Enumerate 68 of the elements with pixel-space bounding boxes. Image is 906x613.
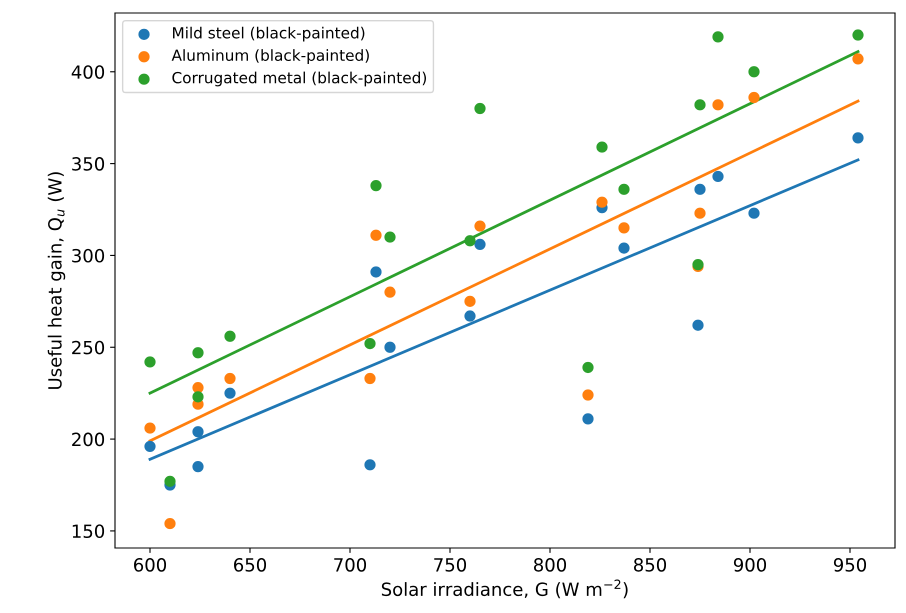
- point: [144, 440, 156, 452]
- point: [596, 196, 608, 208]
- point: [224, 330, 236, 342]
- x-tick-label: 800: [534, 558, 566, 572]
- point: [748, 92, 760, 104]
- point: [748, 208, 760, 219]
- legend-label: Aluminum (black-painted): [172, 49, 369, 64]
- y-tick-label: 250: [72, 340, 104, 354]
- point: [694, 184, 706, 195]
- point: [464, 310, 476, 322]
- y-tick-label: 400: [72, 65, 104, 79]
- point: [596, 141, 608, 153]
- point: [370, 230, 382, 241]
- x-tick-label: 700: [334, 558, 366, 572]
- point: [192, 426, 204, 438]
- y-tick-label: 300: [72, 248, 104, 263]
- point: [164, 518, 176, 530]
- y-tick-label: 150: [72, 524, 104, 538]
- legend-label: Corrugated metal (black-painted): [172, 72, 426, 86]
- point: [164, 476, 176, 487]
- point: [474, 238, 486, 250]
- point: [694, 208, 706, 219]
- point: [692, 320, 704, 331]
- point: [852, 132, 864, 144]
- point: [384, 342, 396, 353]
- legend-label: Mild steel (black-painted): [173, 26, 364, 42]
- point: [384, 231, 396, 243]
- point: [384, 286, 396, 298]
- point: [464, 296, 476, 307]
- point: [224, 388, 236, 399]
- point: [582, 413, 594, 424]
- x-tick-label: 600: [134, 558, 166, 572]
- x-axis-title: Solar irradiance, G (W m$^{−2}$): [382, 580, 628, 598]
- point: [464, 235, 476, 246]
- point: [618, 222, 630, 234]
- point: [852, 29, 864, 41]
- point: [474, 102, 486, 114]
- y-tick-label: 200: [72, 432, 104, 446]
- point: [370, 266, 382, 278]
- point: [192, 347, 204, 358]
- point: [364, 459, 376, 470]
- point: [364, 372, 376, 384]
- x-tick-label: 900: [734, 558, 766, 572]
- point: [712, 31, 724, 42]
- point: [192, 382, 204, 394]
- point: [364, 338, 376, 350]
- y-axis-title: Useful heat gain, Q$_{u}$ (W): [48, 172, 66, 389]
- point: [144, 356, 156, 368]
- point: [370, 180, 382, 192]
- point: [618, 242, 630, 254]
- point: [582, 362, 594, 374]
- point: [582, 389, 594, 401]
- x-tick-label: 650: [234, 558, 266, 572]
- x-tick-label: 750: [434, 558, 466, 572]
- point: [712, 170, 724, 182]
- point: [192, 461, 204, 472]
- y-tick-label: 350: [72, 157, 104, 171]
- point: [224, 372, 236, 384]
- x-tick-label: 850: [634, 558, 666, 572]
- point: [852, 53, 864, 65]
- point: [748, 66, 760, 78]
- point: [474, 220, 486, 232]
- point: [144, 422, 156, 434]
- point: [192, 391, 204, 402]
- x-tick-label: 950: [834, 558, 866, 572]
- point: [694, 99, 706, 110]
- point: [618, 184, 630, 195]
- point: [712, 99, 724, 110]
